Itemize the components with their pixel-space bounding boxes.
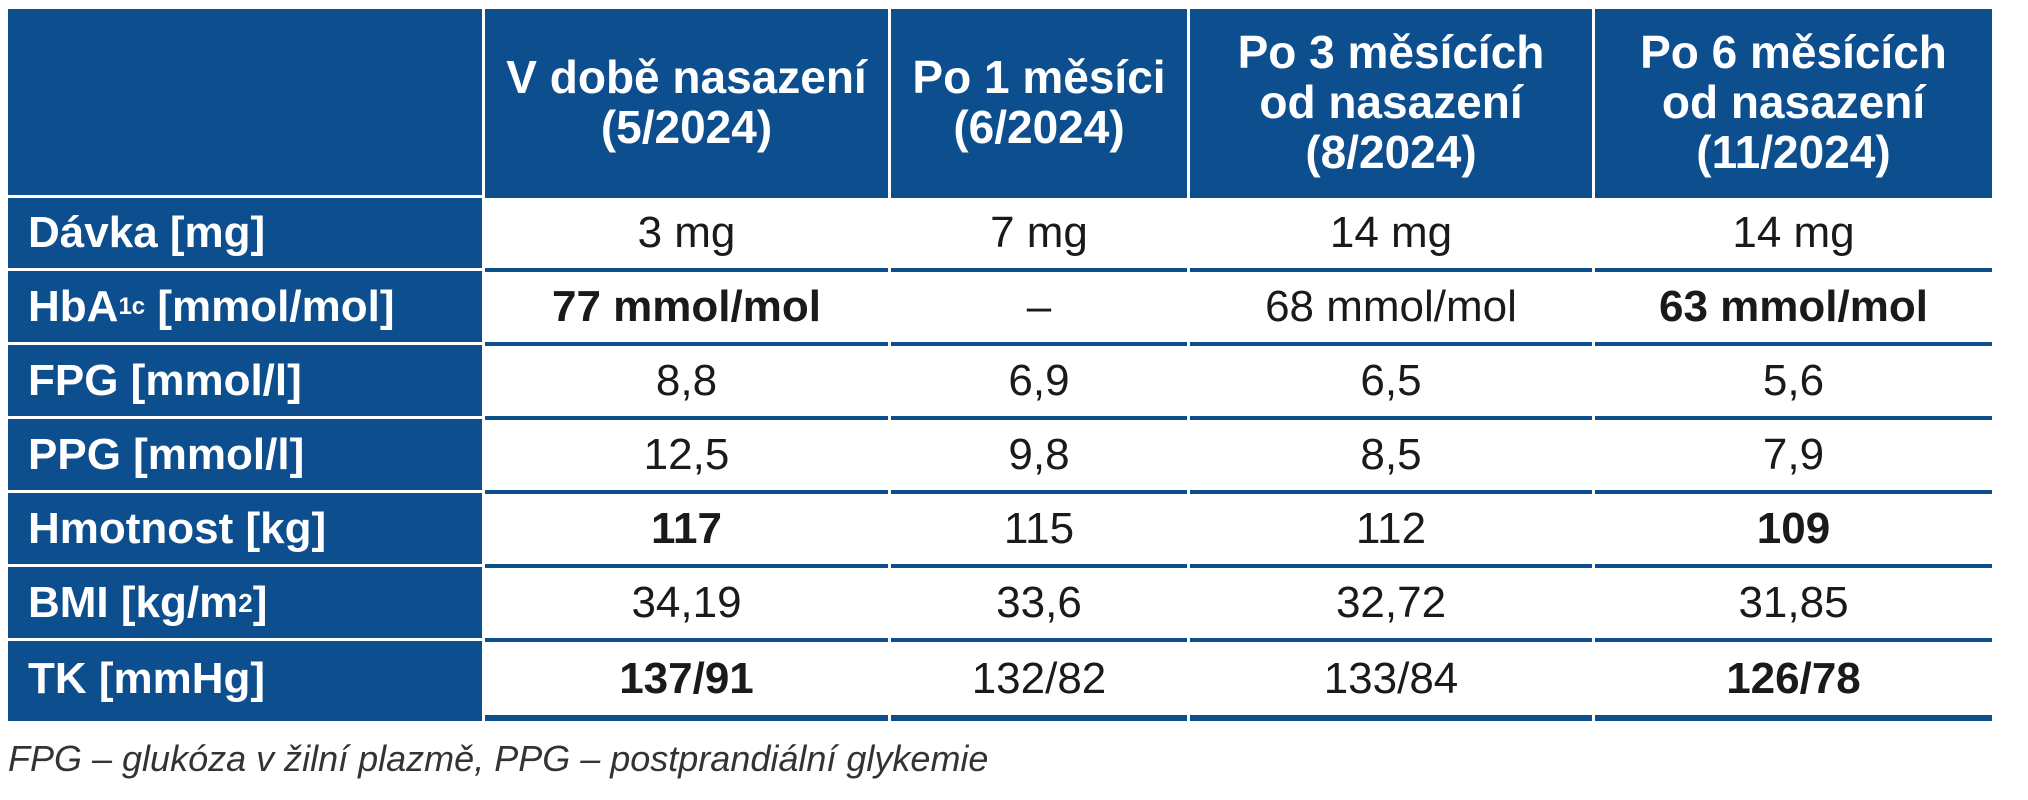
table-cell: 63 mmol/mol xyxy=(1659,282,1928,331)
header-line: od nasazení xyxy=(1661,76,1926,128)
table-cell: 7,9 xyxy=(1762,430,1825,479)
table-cell: 7 mg xyxy=(990,208,1088,257)
column-divider xyxy=(482,9,485,721)
header-line: od nasazení xyxy=(1259,76,1523,128)
row-divider xyxy=(8,195,482,198)
header-cell-month-3: Po 3 měsících od nasazení (8/2024) xyxy=(1190,9,1592,195)
table-cell: 14 mg xyxy=(1732,208,1855,257)
table-cell: 9,8 xyxy=(1008,430,1070,479)
row-label: HbA 1c [mmol/mol] xyxy=(8,272,482,342)
row-divider xyxy=(8,416,482,419)
row-divider xyxy=(485,490,1992,493)
row-label-part: ] xyxy=(252,578,268,627)
row-label: Hmotnost [kg] xyxy=(28,504,327,553)
row-divider xyxy=(8,638,482,641)
row-divider xyxy=(485,638,1992,641)
table-cell: 14 mg xyxy=(1329,208,1453,257)
row-label: Dávka [mg] xyxy=(28,208,266,257)
table-cell: 112 xyxy=(1355,504,1427,553)
row-label: TK [mmHg] xyxy=(28,653,266,703)
table-cell: 132/82 xyxy=(971,653,1107,703)
header-line: (11/2024) xyxy=(1696,126,1891,178)
table-cell: 68 mmol/mol xyxy=(1265,282,1517,331)
header-line: (5/2024) xyxy=(600,101,773,153)
header-line: (8/2024) xyxy=(1305,126,1477,178)
table-cell: 5,6 xyxy=(1762,356,1825,405)
table-cell: 8,5 xyxy=(1360,430,1422,479)
row-label-part: HbA xyxy=(28,282,119,331)
table-cell: 117 xyxy=(651,504,722,553)
header-line: Po 3 měsících xyxy=(1237,26,1545,78)
row-divider xyxy=(485,342,1992,345)
table-cell: 3 mg xyxy=(637,208,736,257)
row-label: FPG [mmol/l] xyxy=(28,356,302,405)
row-label: PPG [mmol/l] xyxy=(28,430,305,479)
row-divider xyxy=(485,564,1992,567)
table-cell: 77 mmol/mol xyxy=(552,282,821,331)
table-cell: 32,72 xyxy=(1335,578,1447,627)
table-cell: 137/91 xyxy=(619,653,754,703)
results-table: V době nasazení (5/2024) Po 1 měsíci (6/… xyxy=(8,9,1992,721)
table-row-ppg: PPG [mmol/l] 12,5 9,8 8,5 7,9 xyxy=(8,420,1992,490)
table-cell: 12,5 xyxy=(643,430,730,479)
header-line: Po 1 měsíci xyxy=(912,51,1166,103)
row-divider xyxy=(8,268,482,271)
column-divider xyxy=(1592,9,1595,721)
table-row-bmi: BMI [kg/m 2] 34,19 33,6 32,72 31,85 xyxy=(8,568,1992,638)
table-footnote: FPG – glukóza v žilní plazmě, PPG – post… xyxy=(8,738,989,779)
row-divider xyxy=(8,564,482,567)
table-row-weight: Hmotnost [kg] 117 115 112 109 xyxy=(8,494,1992,564)
row-label-part: BMI [kg/m xyxy=(28,578,239,627)
table-cell: 109 xyxy=(1756,504,1831,553)
table-row-dose: Dávka [mg] 3 mg 7 mg 14 mg 14 mg xyxy=(8,198,1992,268)
row-label-subscript: 1c xyxy=(118,293,146,320)
table-row-bp: TK [mmHg] 137/91 132/82 133/84 126/78 xyxy=(8,642,1992,715)
table-cell: 31,85 xyxy=(1738,578,1849,627)
row-divider xyxy=(485,416,1992,419)
row-divider xyxy=(485,268,1992,271)
table-cell: 34,19 xyxy=(631,578,742,627)
row-divider xyxy=(8,342,482,345)
table-cell: 126/78 xyxy=(1726,653,1861,703)
table-cell: 8,8 xyxy=(655,356,718,405)
table-cell: 115 xyxy=(1003,504,1075,553)
header-cell-month-6: Po 6 měsících od nasazení (11/2024) xyxy=(1595,9,1992,195)
column-divider xyxy=(1187,9,1190,721)
row-label-superscript: 2 xyxy=(238,587,253,618)
header-cell-baseline: V době nasazení (5/2024) xyxy=(485,9,888,195)
table-row-fpg: FPG [mmol/l] 8,8 6,9 6,5 5,6 xyxy=(8,346,1992,416)
row-divider xyxy=(8,490,482,493)
header-line: Po 6 měsících xyxy=(1640,26,1947,78)
header-cell-corner xyxy=(8,9,482,195)
column-divider xyxy=(888,9,891,721)
table-cell: 33,6 xyxy=(996,578,1082,627)
table-cell: – xyxy=(1026,282,1052,331)
table-cell: 133/84 xyxy=(1323,653,1459,703)
table-cell: 6,5 xyxy=(1360,356,1422,405)
table-row-hba1c: HbA 1c [mmol/mol] 77 mmol/mol – 68 mmol/m… xyxy=(8,272,1992,342)
header-cell-month-1: Po 1 měsíci (6/2024) xyxy=(891,9,1187,195)
header-line: V době nasazení xyxy=(506,51,867,103)
header-line: (6/2024) xyxy=(953,101,1125,153)
row-label: BMI [kg/m 2] xyxy=(8,568,482,638)
table-cell: 6,9 xyxy=(1008,356,1070,405)
row-label-part: [mmol/mol] xyxy=(145,282,395,331)
